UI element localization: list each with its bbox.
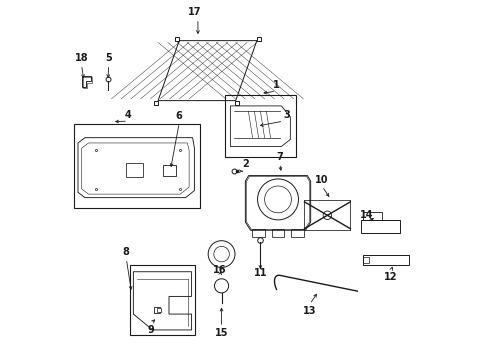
Bar: [130, 265, 195, 335]
Bar: [163, 165, 176, 176]
Bar: [125, 163, 143, 177]
Bar: [291, 229, 304, 237]
Text: 17: 17: [187, 8, 201, 17]
Text: 14: 14: [359, 210, 372, 220]
Text: 13: 13: [303, 306, 316, 315]
Text: 6: 6: [176, 112, 182, 121]
Text: 15: 15: [214, 328, 228, 338]
Text: 4: 4: [124, 110, 131, 120]
Text: 9: 9: [147, 325, 154, 335]
Bar: [362, 255, 407, 265]
Text: 7: 7: [276, 152, 283, 162]
Text: 12: 12: [384, 272, 397, 282]
Bar: [362, 257, 368, 262]
Text: 1: 1: [272, 80, 279, 90]
Bar: [362, 212, 381, 220]
Text: 11: 11: [253, 269, 266, 279]
Text: 5: 5: [105, 53, 112, 63]
Text: 3: 3: [283, 110, 289, 120]
Text: 16: 16: [213, 265, 226, 275]
Text: 10: 10: [315, 175, 328, 185]
Bar: [360, 220, 399, 233]
Bar: [224, 95, 295, 157]
Text: 2: 2: [242, 159, 249, 169]
Text: 8: 8: [122, 247, 129, 257]
Bar: [74, 123, 199, 208]
Bar: [271, 229, 284, 237]
Text: 18: 18: [75, 53, 88, 63]
Bar: [252, 229, 264, 237]
